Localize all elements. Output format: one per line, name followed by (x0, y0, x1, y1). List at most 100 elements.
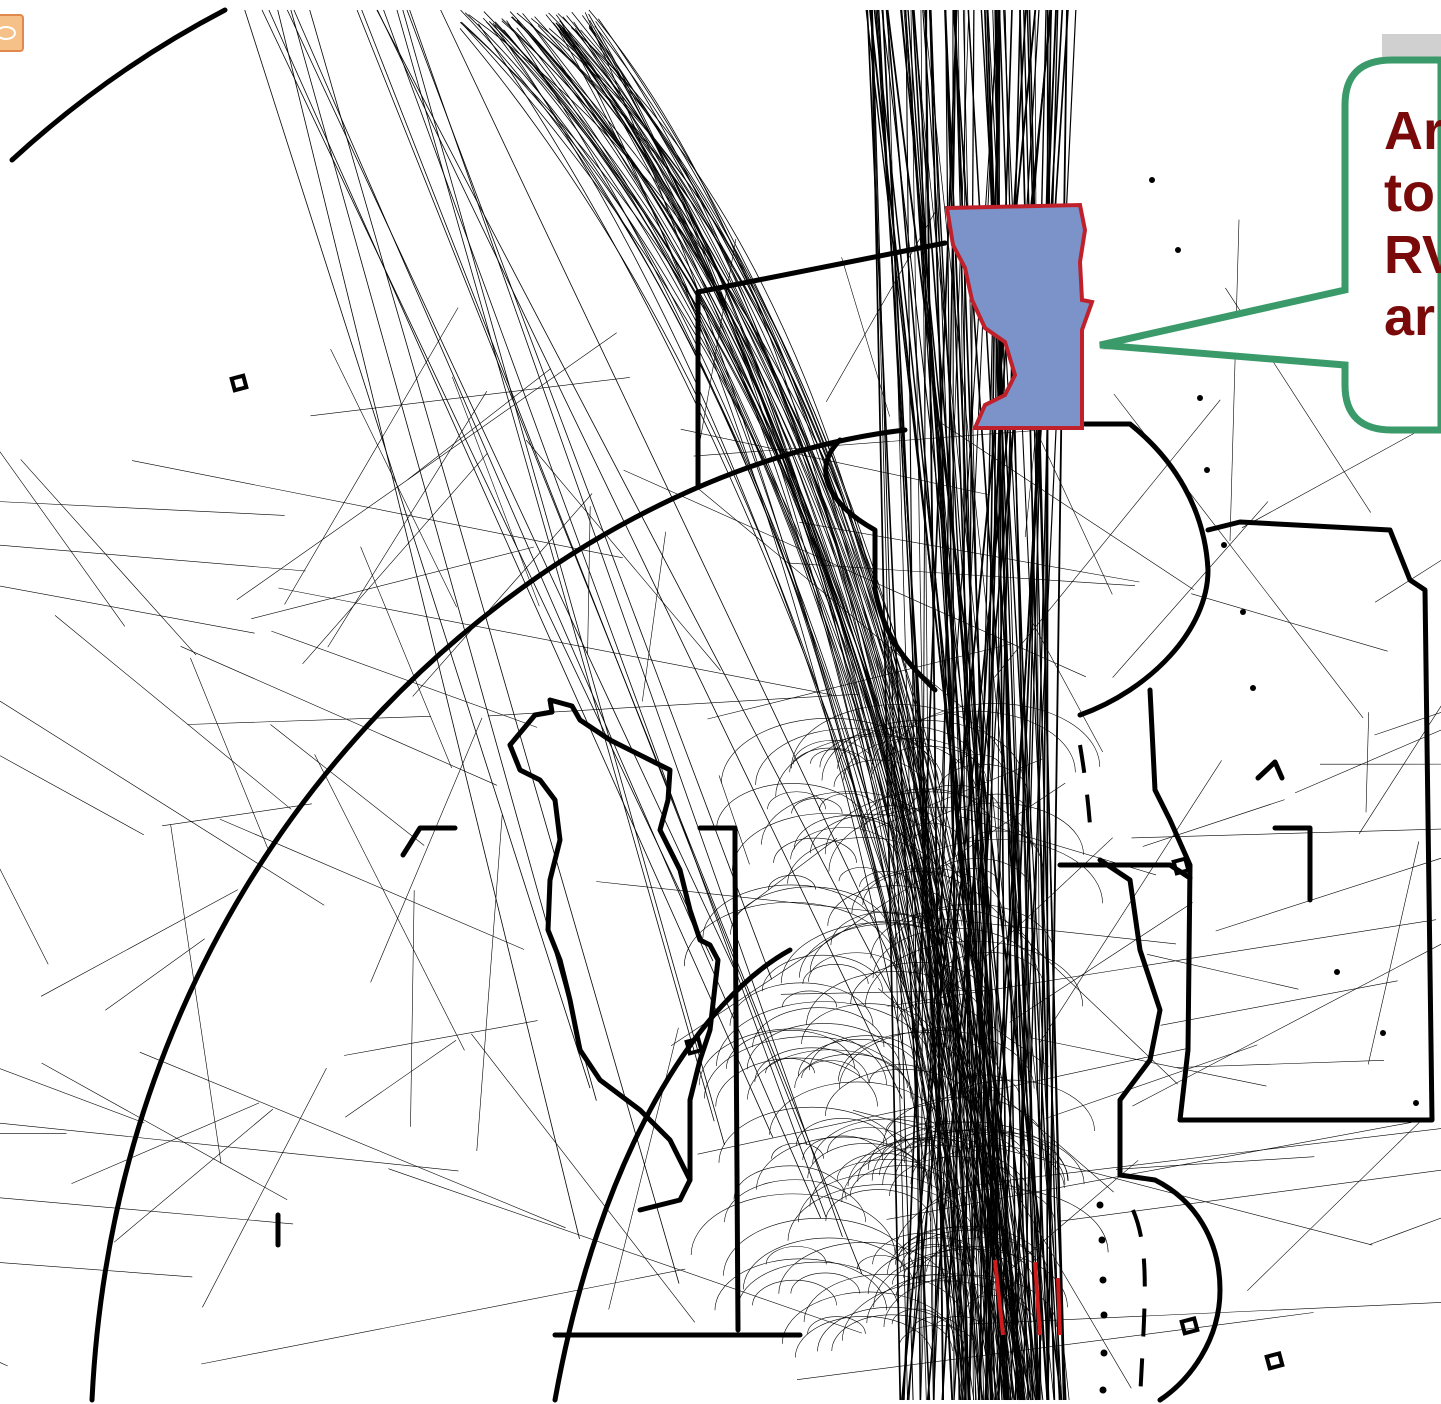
flight-track (268, 9, 774, 1138)
flight-track (801, 1003, 937, 1045)
flight-track (0, 700, 325, 906)
flight-track (105, 938, 205, 1011)
flight-track (563, 28, 1024, 1401)
flight-track (902, 9, 958, 1401)
flight-track (889, 839, 1103, 904)
flight-track (1045, 1044, 1258, 1119)
flight-track (589, 19, 971, 1401)
flight-track (407, 368, 551, 480)
flight-track (344, 1020, 538, 1056)
flight-track (966, 793, 1027, 812)
flight-track (697, 1048, 1187, 1155)
flight-track (802, 1135, 883, 1160)
flight-track (755, 728, 944, 785)
flight-track (162, 803, 312, 827)
flight-track (809, 920, 981, 972)
callout-text: Ar to RV ar (1384, 100, 1441, 348)
expand-icon[interactable] (0, 14, 24, 52)
flight-track (782, 1291, 956, 1344)
flight-track (948, 868, 999, 884)
flight-track (898, 1325, 976, 1349)
flight-track (330, 348, 457, 608)
flight-track (994, 399, 1221, 678)
flight-track (0, 544, 306, 572)
flight-track (1365, 712, 1369, 813)
flight-track (794, 1315, 934, 1358)
flight-track (808, 952, 906, 982)
flight-track (870, 710, 1076, 773)
flight-track (0, 501, 285, 516)
runway-marks (993, 1259, 1062, 1336)
flight-track (821, 719, 1024, 781)
flight-track (642, 531, 666, 702)
flight-track (892, 1265, 957, 1285)
flight-track (278, 587, 833, 696)
flight-track (377, 9, 903, 1099)
flight-track (244, 9, 591, 1089)
flight-track (817, 1306, 966, 1352)
flight-track (1026, 409, 1113, 595)
flight-track (0, 755, 145, 836)
flight-track (881, 9, 1044, 1401)
flight-track (412, 493, 593, 697)
flight-track (992, 1152, 1132, 1389)
flight-track (828, 807, 1044, 872)
flight-track (356, 9, 863, 1275)
flight-track (1031, 620, 1103, 753)
flight-track (911, 1316, 960, 1331)
flight-track (862, 871, 975, 905)
flight-track (843, 738, 984, 781)
flight-track (752, 1279, 837, 1306)
flight-track (897, 1002, 962, 1022)
flight-track (943, 861, 1178, 1085)
callout-bubble (1099, 34, 1441, 434)
flight-track (882, 1129, 1066, 1185)
flight-track (190, 657, 269, 849)
flight-track (730, 886, 890, 935)
flight-track (802, 964, 869, 984)
boundary-lines (9, 7, 1435, 1403)
flight-track (596, 881, 1177, 945)
flight-track (345, 1040, 457, 1118)
flight-track (726, 1030, 855, 1069)
flight-track (870, 746, 987, 782)
flight-track (937, 420, 1194, 590)
flight-track (293, 9, 822, 1219)
flight-track (714, 1258, 888, 1311)
flight-track (867, 1245, 1029, 1294)
flight-track (1294, 729, 1441, 794)
flight-track (309, 9, 680, 1284)
flight-track (1247, 1118, 1424, 1291)
flight-track (866, 805, 916, 821)
flight-track (732, 838, 838, 918)
flight-track (1374, 560, 1441, 603)
flight-track (787, 1184, 976, 1241)
flight-track (903, 9, 1010, 1401)
flight-track (788, 562, 1136, 586)
flight-track (139, 1051, 566, 1229)
flight-track (761, 954, 883, 992)
flight-track (1132, 943, 1441, 1107)
flight-track (950, 1074, 1020, 1096)
flight-track (1009, 902, 1193, 1023)
flight-track (284, 307, 459, 605)
flight-track (875, 9, 964, 1401)
flight-track (798, 1173, 961, 1223)
flight-track (787, 837, 943, 884)
flight-track (468, 14, 1026, 1401)
flight-track (887, 919, 1437, 1007)
dashed-arc (1078, 744, 1147, 1401)
flight-track (782, 990, 837, 1008)
flight-track (406, 9, 773, 980)
flight-track (0, 1068, 145, 1124)
flight-track (910, 1132, 1085, 1185)
flight-track (487, 23, 980, 1401)
flight-track (883, 1275, 1057, 1327)
flight-track (796, 1312, 1314, 1380)
flight-track (868, 1064, 933, 1084)
flight-track (838, 867, 886, 882)
flight-track (383, 9, 827, 1218)
flight-track (918, 1027, 960, 1040)
flight-track (202, 1067, 327, 1308)
